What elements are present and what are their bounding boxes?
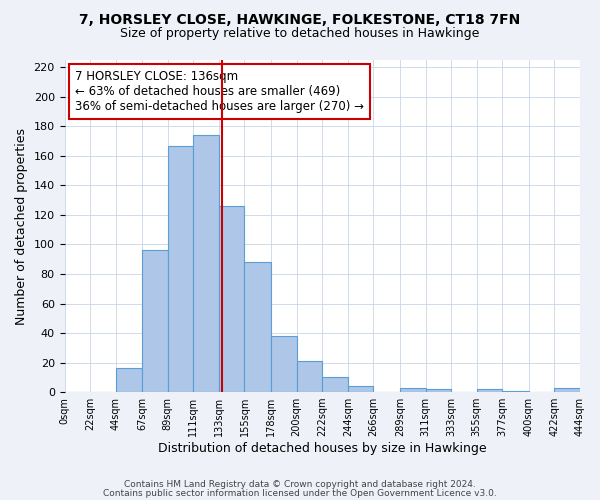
Bar [271,336,297,392]
Bar [554,388,580,392]
Bar [476,389,502,392]
Text: 7 HORSLEY CLOSE: 136sqm
← 63% of detached houses are smaller (469)
36% of semi-d: 7 HORSLEY CLOSE: 136sqm ← 63% of detache… [75,70,364,113]
Text: 7, HORSLEY CLOSE, HAWKINGE, FOLKESTONE, CT18 7FN: 7, HORSLEY CLOSE, HAWKINGE, FOLKESTONE, … [79,12,521,26]
X-axis label: Distribution of detached houses by size in Hawkinge: Distribution of detached houses by size … [158,442,487,455]
Bar [348,386,373,392]
Bar [502,390,529,392]
Bar [168,146,193,392]
Bar [244,262,271,392]
Bar [116,368,142,392]
Text: Size of property relative to detached houses in Hawkinge: Size of property relative to detached ho… [121,28,479,40]
Y-axis label: Number of detached properties: Number of detached properties [15,128,28,324]
Bar [297,361,322,392]
Bar [142,250,168,392]
Bar [425,389,451,392]
Bar [322,378,348,392]
Text: Contains HM Land Registry data © Crown copyright and database right 2024.: Contains HM Land Registry data © Crown c… [124,480,476,489]
Text: Contains public sector information licensed under the Open Government Licence v3: Contains public sector information licen… [103,489,497,498]
Bar [400,388,425,392]
Bar [193,136,219,392]
Bar [219,206,244,392]
